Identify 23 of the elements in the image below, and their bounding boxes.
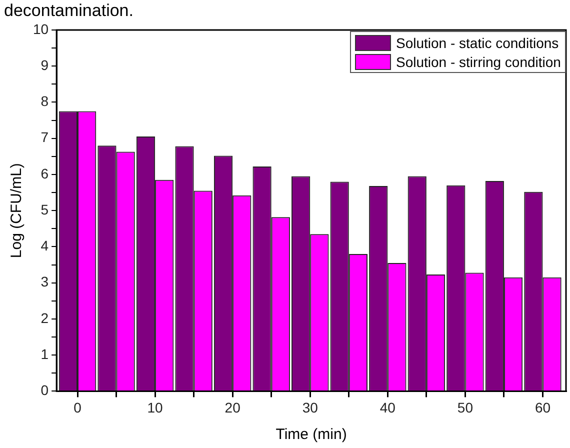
y-tick-label: 6 — [40, 165, 49, 182]
y-tick-label: 7 — [40, 129, 49, 146]
legend-label: Solution - static conditions — [396, 34, 559, 50]
x-tick-label: 0 — [74, 399, 82, 416]
y-tick-label: 1 — [40, 346, 49, 362]
y-axis-title: Log (CFU/mL) — [8, 163, 26, 258]
y-tick-label: 4 — [40, 238, 49, 254]
legend-label: Solution - stirring condition — [396, 54, 561, 70]
x-tick-label: 60 — [534, 399, 551, 416]
text: decontamination. — [4, 1, 134, 20]
y-tick-label: 0 — [40, 382, 49, 398]
x-tick-label: 50 — [457, 399, 474, 416]
y-tick-label: 2 — [40, 310, 49, 326]
y-tick-label: 9 — [40, 56, 49, 73]
y-tick-label: 10 — [32, 20, 49, 37]
x-tick-label: 20 — [224, 399, 241, 416]
y-tick-label: 8 — [40, 93, 49, 110]
y-tick-label: 5 — [40, 201, 49, 218]
x-axis-title: Time (min) — [276, 426, 347, 444]
x-tick-label: 30 — [302, 399, 318, 416]
x-tick-label: 10 — [147, 399, 164, 416]
x-tick-label: 40 — [380, 399, 396, 416]
y-tick-label: 3 — [40, 274, 49, 290]
